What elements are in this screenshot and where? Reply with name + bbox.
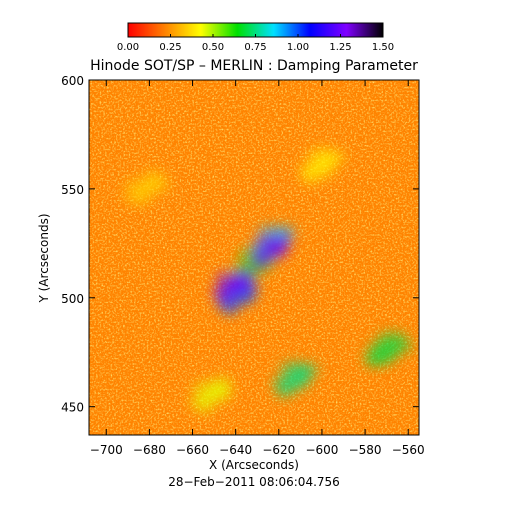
colorbar-ticks: 0.00 0.25 0.50 0.75 1.00 1.25 1.50 (117, 34, 394, 53)
heatmap-field (89, 80, 419, 435)
colorbar-tick-label: 0.00 (117, 42, 139, 53)
x-tick-label: −680 (133, 443, 166, 457)
colorbar-tick-label: 1.50 (372, 42, 394, 53)
x-tick-label: −600 (305, 443, 338, 457)
colorbar: 0.00 0.25 0.50 0.75 1.00 1.25 1.50 (117, 22, 394, 53)
y-tick-label: 550 (61, 183, 84, 197)
x-tick-label: −700 (90, 443, 123, 457)
y-tick-label: 500 (61, 292, 84, 306)
x-axis: −700 −680 −660 −640 −620 −600 −580 −560 (90, 80, 425, 457)
plot-frame (88, 79, 420, 436)
y-tick-label: 450 (61, 401, 84, 415)
colorbar-tick-label: 0.25 (159, 42, 181, 53)
y-axis-label: Y (Arcseconds) (37, 213, 51, 303)
chart-title: Hinode SOT/SP – MERLIN : Damping Paramet… (90, 58, 418, 74)
x-tick-label: −560 (392, 443, 425, 457)
colorbar-tick-label: 0.75 (244, 42, 266, 53)
y-axis: 450 500 550 600 (61, 74, 419, 415)
x-tick-label: −620 (262, 443, 295, 457)
x-axis-label: X (Arcseconds) (209, 458, 299, 472)
y-tick-label: 600 (61, 74, 84, 88)
colorbar-tick-label: 0.50 (202, 42, 224, 53)
colorbar-tick-label: 1.00 (287, 42, 309, 53)
heatmap-specks (89, 80, 419, 435)
x-tick-label: −580 (349, 443, 382, 457)
x-tick-label: −640 (219, 443, 252, 457)
x-tick-label: −660 (176, 443, 209, 457)
footer-timestamp: 28−Feb−2011 08:06:04.756 (168, 475, 340, 489)
colorbar-tick-label: 1.25 (329, 42, 351, 53)
